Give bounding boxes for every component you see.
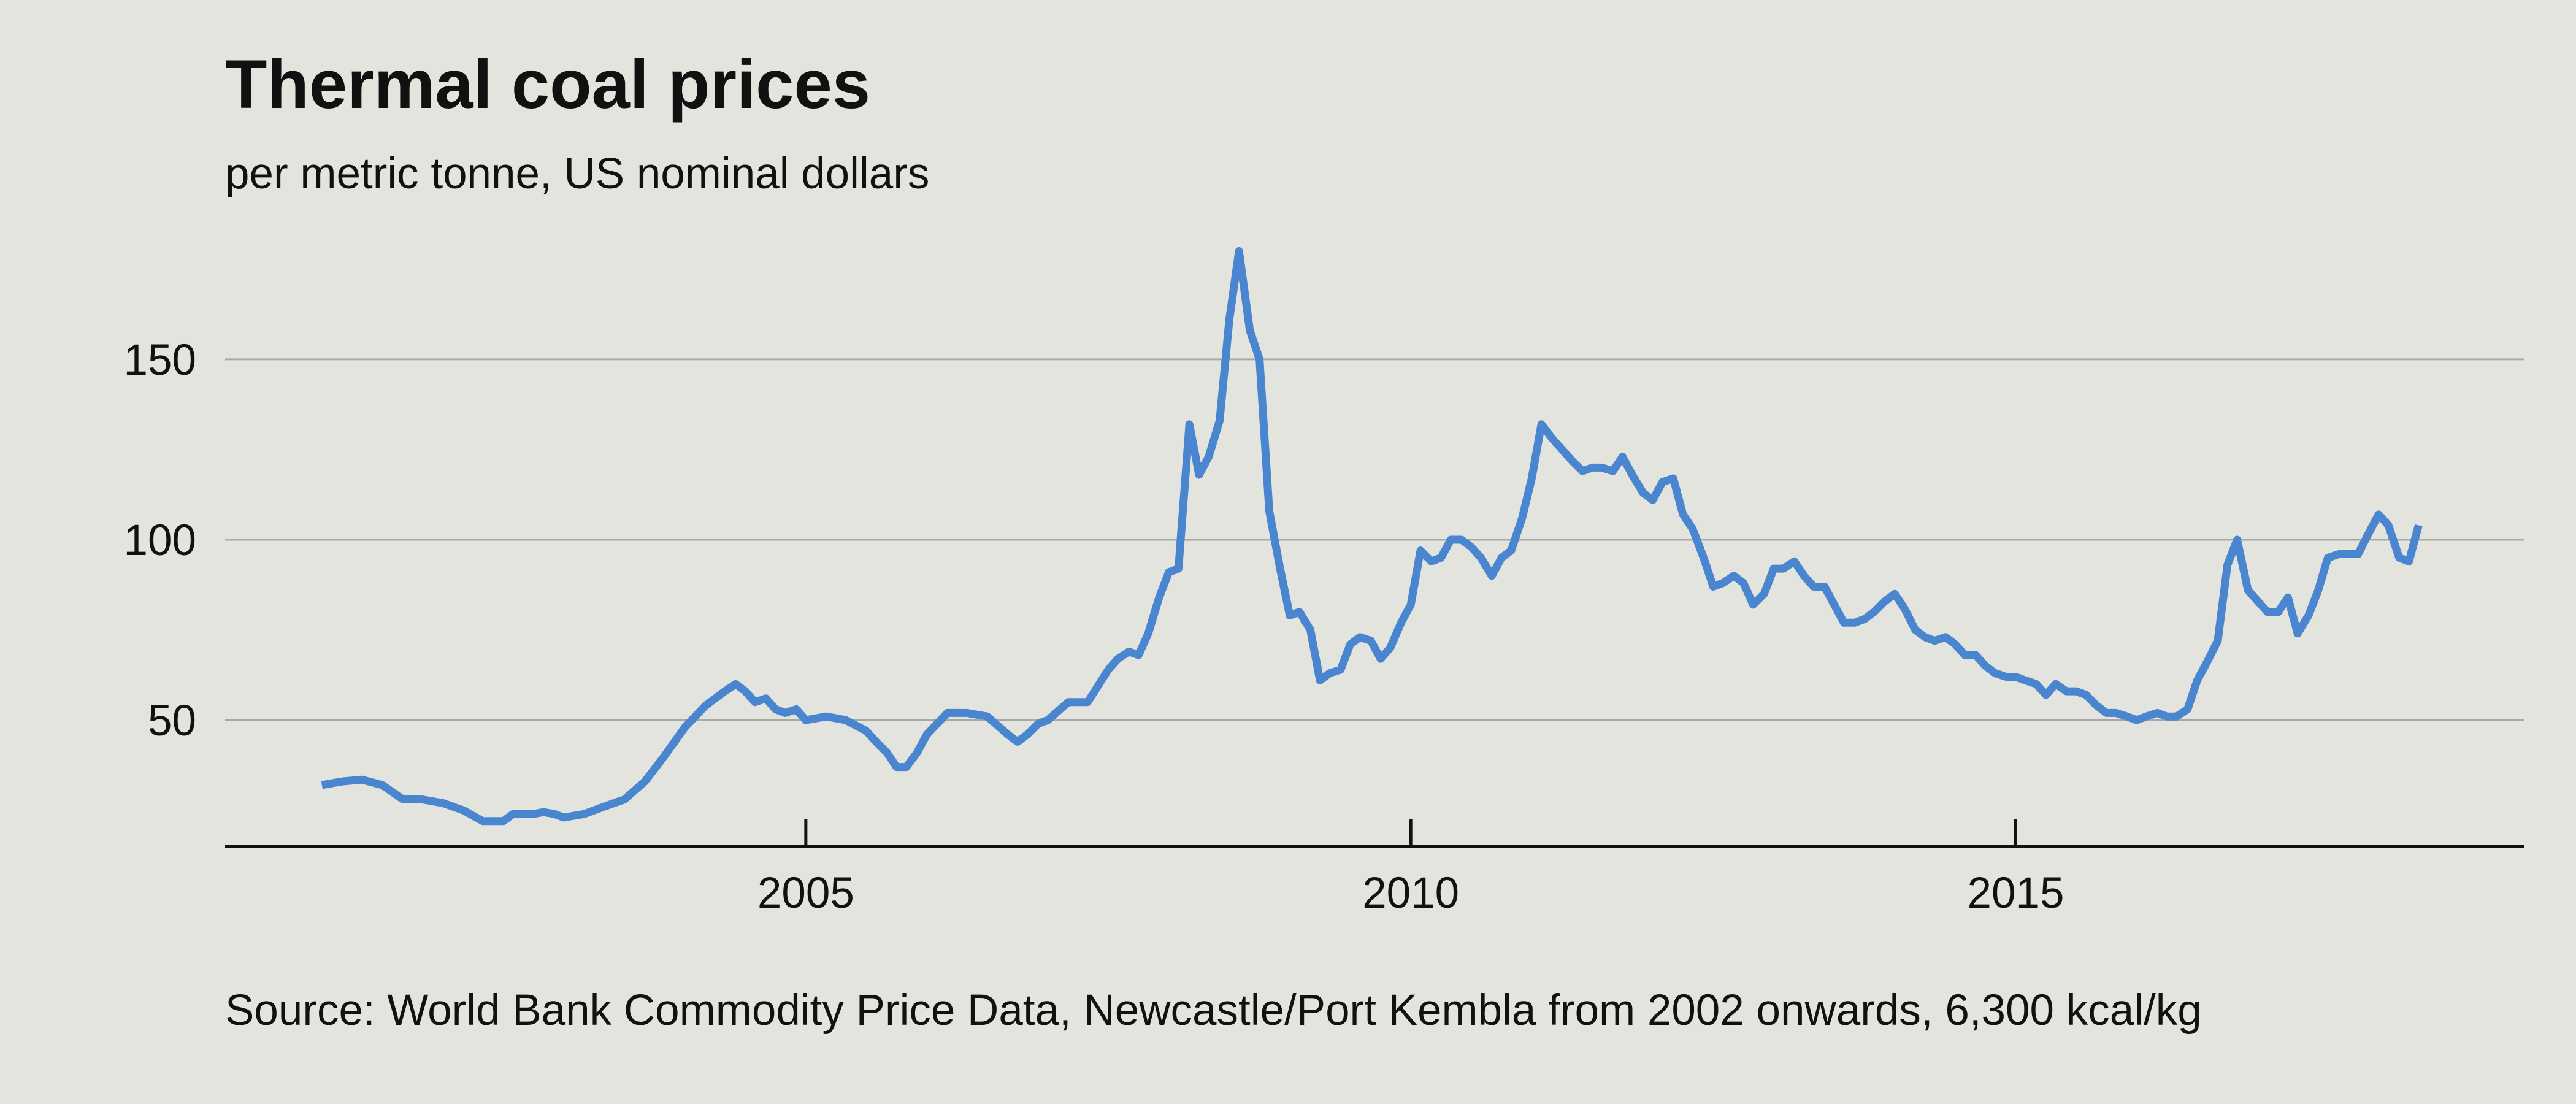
x-axis: 2005 2010 2015 [225, 819, 2524, 918]
y-tick-label: 50 [148, 697, 196, 745]
chart-subtitle: per metric tonne, US nominal dollars [225, 150, 930, 198]
x-tick-label: 2010 [1362, 869, 1459, 918]
gridlines [225, 358, 2524, 721]
series-layer [321, 247, 2423, 826]
y-axis-tick-labels: 50 100 150 [124, 336, 196, 745]
y-tick-label: 150 [124, 336, 196, 385]
y-tick-label: 100 [124, 516, 196, 565]
source-note: Source: World Bank Commodity Price Data,… [225, 986, 2202, 1035]
x-tick-label: 2005 [757, 869, 854, 918]
chart-title: Thermal coal prices [225, 46, 871, 123]
x-tick-label: 2015 [1968, 869, 2064, 918]
series-line-0 [321, 247, 2423, 826]
